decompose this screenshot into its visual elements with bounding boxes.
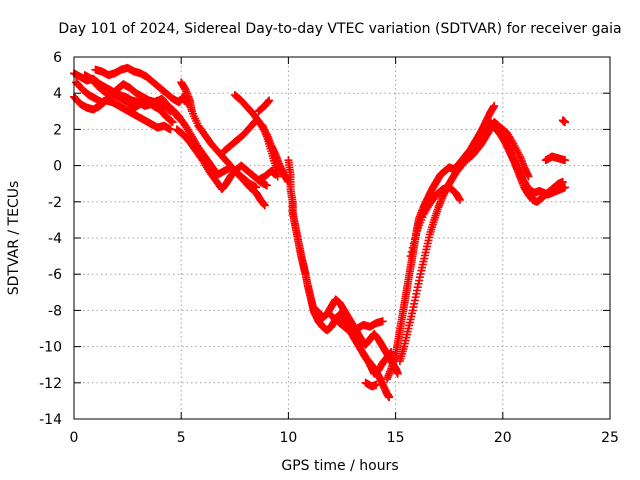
chart-title: Day 101 of 2024, Sidereal Day-to-day VTE… [58,21,621,37]
y-tick-label: 0 [53,159,62,175]
y-tick-label: 4 [53,86,62,102]
y-axis-label: SDTVAR / TECUs [6,181,22,296]
series-arc-22 [490,119,533,181]
series-arc-12 [254,167,280,185]
y-tick-label: 2 [53,122,62,138]
data-point [524,172,533,181]
series-arc-17 [361,378,381,391]
data-point [560,118,569,127]
data-point [490,101,499,110]
series-arc-11 [254,96,274,116]
data-point [393,369,402,378]
data-point [265,96,274,105]
x-tick-label: 0 [70,430,79,446]
y-tick-label: -6 [48,267,62,283]
y-tick-label: 6 [53,50,62,66]
data-point [560,183,569,192]
x-axis-label: GPS time / hours [281,458,398,474]
y-tick-label: -10 [39,340,62,356]
data-point [411,230,420,239]
data-point [260,201,269,210]
data-point [262,181,271,190]
data-point [168,118,177,127]
axis-ticks: 0 5 10 15 20 25 -14 -12 -10 -8 -6 -4 -2 0 2 4 6 [39,50,619,446]
series-arc-19 [395,118,567,366]
data-point [407,247,416,256]
data-point [455,195,464,204]
data-point [408,243,417,252]
series-arc-3 [70,92,175,134]
x-tick-label: 15 [387,430,405,446]
x-tick-label: 5 [177,430,186,446]
series-arc-13 [284,156,394,402]
y-tick-label: -8 [48,303,62,319]
series-arc-20 [406,183,464,261]
data-point [167,117,176,126]
y-tick-label: -12 [39,376,62,392]
series-arc-14 [310,295,402,378]
data-point [271,170,280,179]
series-arc-16 [359,348,396,378]
data-point [372,380,381,389]
series-arc-24 [558,116,569,127]
y-tick-label: -14 [39,412,62,428]
series-arc-10 [220,116,282,181]
series-arc-4 [91,63,192,109]
series-arc-15 [327,311,387,337]
x-tick-label: 10 [279,430,297,446]
series-arc-8 [168,105,269,210]
series-arc-21 [468,101,499,150]
data-point [410,235,419,244]
x-tick-label: 25 [601,430,619,446]
data-point [406,252,415,261]
data-point [560,156,569,165]
grid-lines [74,57,610,419]
y-tick-label: -4 [48,231,62,247]
data-point [558,177,567,186]
data-point [409,239,418,248]
data-point [385,393,394,402]
data-point [378,317,387,326]
series-arc-23 [541,152,569,165]
data-points [70,63,569,402]
y-tick-label: -2 [48,195,62,211]
x-tick-label: 20 [494,430,512,446]
plot-frame [73,56,611,420]
